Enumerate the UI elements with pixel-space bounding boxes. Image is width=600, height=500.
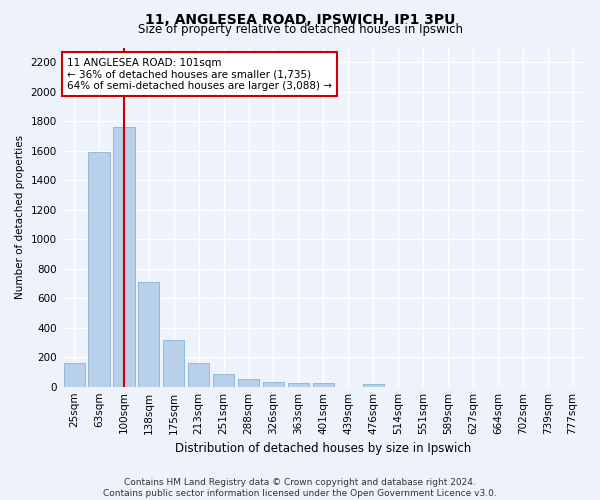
- Bar: [313, 384, 334, 386]
- X-axis label: Distribution of detached houses by size in Ipswich: Distribution of detached houses by size …: [175, 442, 472, 455]
- Bar: [288, 384, 309, 386]
- Bar: [88, 152, 110, 386]
- Text: Contains HM Land Registry data © Crown copyright and database right 2024.
Contai: Contains HM Land Registry data © Crown c…: [103, 478, 497, 498]
- Bar: [163, 340, 184, 386]
- Bar: [263, 382, 284, 386]
- Y-axis label: Number of detached properties: Number of detached properties: [15, 135, 25, 299]
- Text: 11 ANGLESEA ROAD: 101sqm
← 36% of detached houses are smaller (1,735)
64% of sem: 11 ANGLESEA ROAD: 101sqm ← 36% of detach…: [67, 58, 332, 91]
- Bar: [138, 282, 160, 387]
- Bar: [238, 378, 259, 386]
- Bar: [213, 374, 234, 386]
- Text: Size of property relative to detached houses in Ipswich: Size of property relative to detached ho…: [137, 22, 463, 36]
- Bar: [64, 363, 85, 386]
- Bar: [113, 127, 134, 386]
- Bar: [188, 363, 209, 386]
- Bar: [362, 384, 384, 386]
- Text: 11, ANGLESEA ROAD, IPSWICH, IP1 3PU: 11, ANGLESEA ROAD, IPSWICH, IP1 3PU: [145, 12, 455, 26]
